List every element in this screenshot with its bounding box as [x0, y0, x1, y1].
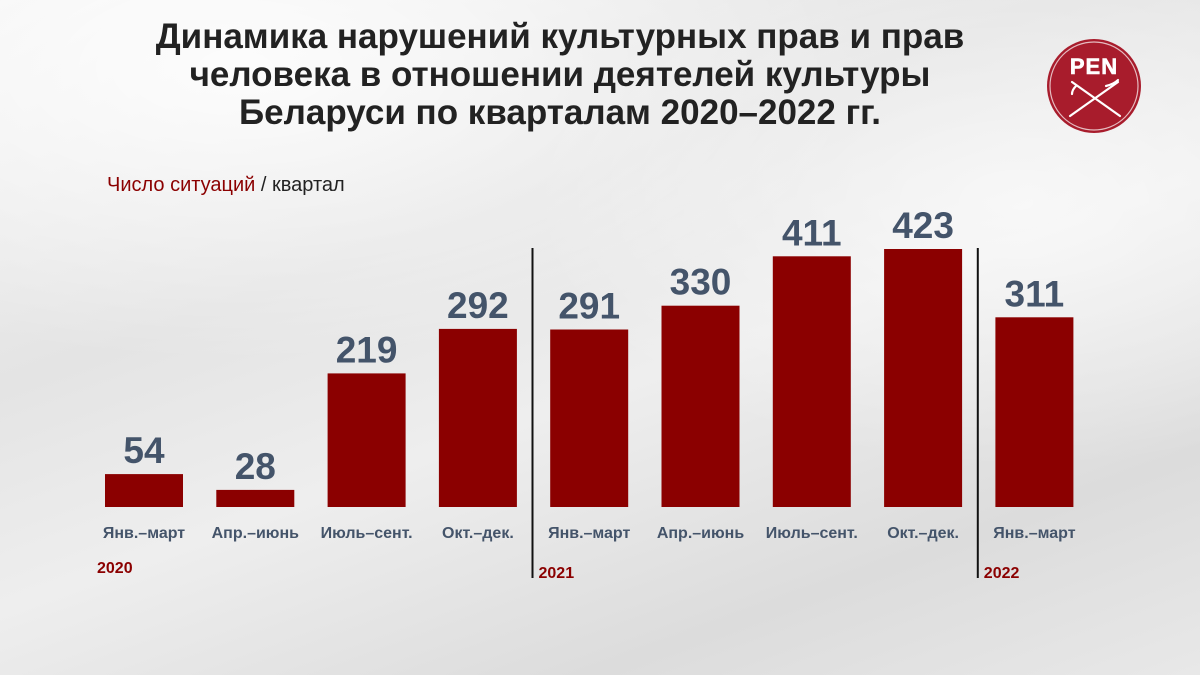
- bar-value-label-1: 28: [235, 446, 276, 487]
- bar-2: [327, 373, 406, 507]
- bar-value-label-7: 423: [892, 205, 954, 246]
- bar-5: [661, 305, 740, 507]
- bar-value-label-3: 292: [447, 285, 509, 326]
- pen-logo-text: PEN: [1070, 54, 1118, 79]
- chart-title-line-1: Динамика нарушений культурных прав и пра…: [155, 17, 965, 56]
- year-label-2021: 2021: [539, 565, 575, 582]
- pen-logo-circle: [1047, 39, 1141, 133]
- bar-7: [884, 249, 963, 507]
- subtitle-accent: Число ситуаций: [107, 174, 256, 196]
- year-label-2020: 2020: [97, 560, 133, 577]
- pen-logo-quill-icon: [1068, 78, 1122, 118]
- bar-value-label-5: 330: [670, 262, 732, 303]
- bar-1: [216, 489, 295, 507]
- bar-value-label-4: 291: [558, 286, 620, 327]
- subtitle-separator: /: [255, 174, 273, 196]
- bar-value-label-2: 219: [336, 329, 398, 370]
- chart-title-line-3: Беларуси по кварталам 2020–2022 гг.: [239, 93, 881, 132]
- year-label-2022: 2022: [984, 565, 1020, 582]
- bar-8: [995, 317, 1074, 507]
- category-label-8: Янв.–март: [993, 525, 1075, 542]
- bar-0: [105, 474, 183, 507]
- bar-4: [550, 329, 629, 507]
- subtitle-unit: квартал: [272, 174, 345, 196]
- category-label-2: Июль–сент.: [321, 525, 413, 542]
- chart-title: Динамика нарушений культурных прав и пра…: [60, 18, 1060, 132]
- chart-title-line-2: человека в отношении деятелей культуры: [189, 55, 931, 94]
- bar-value-label-8: 311: [1005, 273, 1065, 314]
- pen-logo: PEN: [1047, 39, 1141, 133]
- category-label-3: Окт.–дек.: [442, 525, 514, 542]
- category-label-4: Янв.–март: [548, 525, 630, 542]
- category-label-5: Апр.–июнь: [657, 525, 745, 542]
- category-label-0: Янв.–март: [103, 525, 185, 542]
- category-label-7: Окт.–дек.: [887, 525, 959, 542]
- category-label-1: Апр.–июнь: [212, 525, 300, 542]
- bar-value-label-6: 411: [782, 212, 842, 253]
- bar-value-label-0: 54: [123, 430, 165, 471]
- bar-3: [438, 328, 517, 507]
- bar-6: [772, 256, 851, 507]
- category-label-6: Июль–сент.: [766, 525, 858, 542]
- chart-subtitle: Число ситуаций / квартал: [107, 174, 345, 197]
